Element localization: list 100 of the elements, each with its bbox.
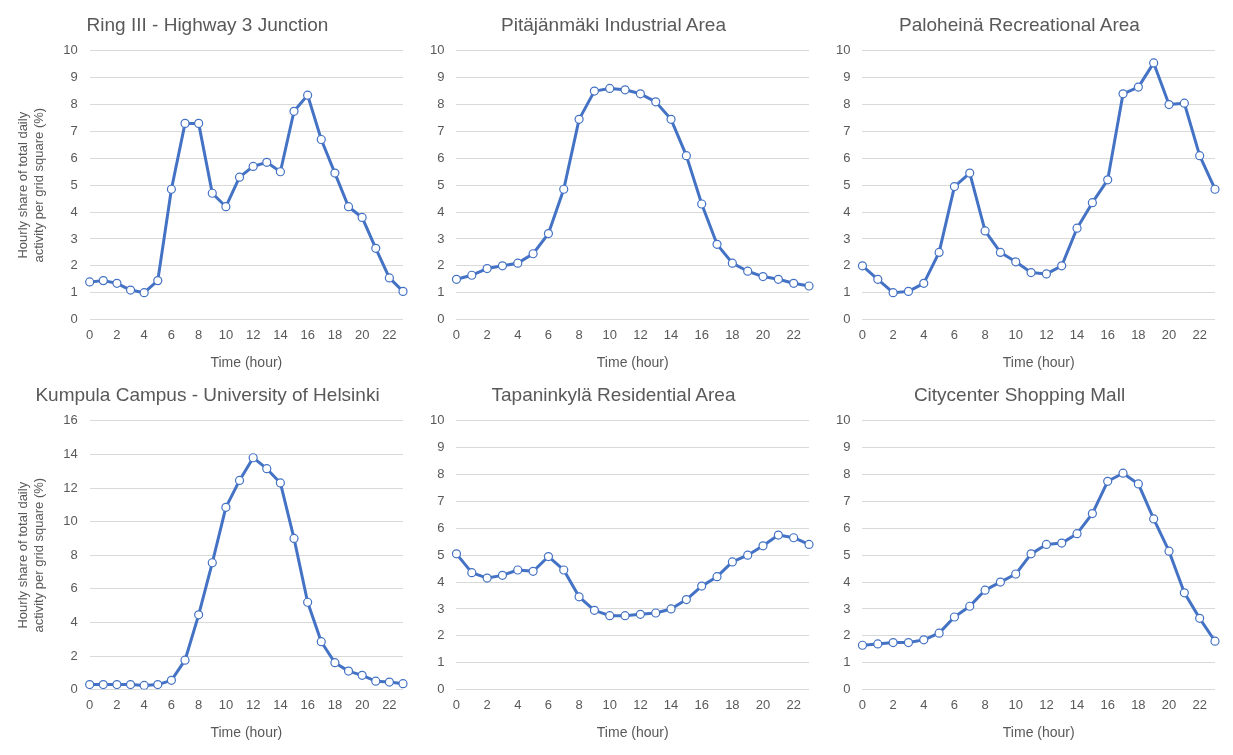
point: [995, 577, 1006, 587]
x-tick-label: 14: [663, 326, 679, 342]
y-tick-label: 4: [70, 203, 78, 219]
x-tick-label: 4: [514, 696, 522, 712]
x-tick-label: 10: [218, 696, 234, 712]
point: [980, 226, 990, 236]
chart-title: Citycenter Shopping Mall: [913, 383, 1126, 405]
point: [180, 655, 190, 665]
x-tick-label: 14: [273, 326, 288, 342]
x-tick-label: 6: [544, 696, 553, 712]
point: [166, 184, 176, 194]
point: [194, 118, 204, 128]
x-tick-label: 22: [382, 326, 397, 342]
point: [248, 161, 258, 171]
x-tick-label: 14: [273, 696, 288, 712]
point: [275, 167, 285, 177]
x-tick-label: 4: [140, 696, 148, 712]
x-tick-label: 10: [602, 696, 617, 712]
point: [112, 679, 122, 690]
x-tick-label: 2: [889, 326, 897, 342]
x-axis-title: Time (hour): [210, 354, 283, 371]
point: [903, 637, 914, 648]
point: [605, 611, 615, 621]
point: [712, 572, 722, 582]
y-tick-label: 4: [437, 203, 445, 219]
point: [303, 597, 313, 607]
point: [316, 637, 326, 647]
y-tick-label: 3: [843, 600, 851, 616]
x-tick-label: 18: [327, 326, 343, 342]
x-tick-label: 16: [694, 696, 709, 712]
point: [1149, 514, 1159, 524]
y-tick-label: 6: [843, 519, 851, 535]
point: [221, 502, 231, 512]
point: [1087, 508, 1097, 519]
x-tick-label: 16: [300, 326, 315, 342]
x-tick-label: 20: [354, 696, 370, 712]
x-tick-label: 18: [1131, 696, 1146, 712]
y-tick-label: 10: [835, 42, 851, 58]
point: [605, 83, 615, 94]
point: [303, 90, 313, 100]
x-tick-label: 8: [981, 696, 989, 712]
x-tick-label: 22: [382, 696, 397, 712]
point: [919, 278, 929, 288]
point: [1195, 613, 1205, 623]
point: [343, 202, 354, 212]
x-tick-label: 14: [1069, 326, 1085, 342]
point: [666, 604, 676, 614]
y-tick-label: 10: [429, 42, 445, 58]
point: [330, 168, 340, 178]
point: [513, 565, 523, 575]
x-tick-label: 16: [1100, 696, 1115, 712]
x-tick-label: 20: [755, 326, 771, 342]
y-tick-label: 9: [843, 439, 851, 455]
point: [482, 263, 492, 274]
point: [1118, 468, 1128, 478]
y-tick-label: 0: [437, 311, 445, 327]
point: [221, 202, 231, 212]
point: [543, 228, 554, 239]
y-tick-label: 9: [70, 69, 78, 85]
point: [857, 261, 868, 271]
point: [153, 679, 163, 690]
point: [919, 635, 929, 645]
point: [651, 608, 661, 618]
point: [681, 594, 691, 605]
point: [497, 570, 508, 580]
y-tick-label: 6: [437, 149, 445, 165]
point: [289, 533, 299, 543]
point: [727, 557, 737, 567]
y-tick-label: 3: [437, 230, 445, 246]
point: [234, 172, 245, 182]
point: [1118, 89, 1128, 99]
y-axis-title: Hourly share of total daily activity per grid square (%): [15, 477, 46, 633]
y-tick-label: 6: [843, 149, 851, 165]
x-tick-label: 2: [483, 326, 491, 342]
point: [949, 612, 960, 622]
point: [482, 573, 492, 583]
point: [559, 184, 569, 194]
y-tick-label: 2: [70, 257, 78, 273]
point: [139, 680, 149, 690]
y-tick-label: 1: [70, 284, 78, 300]
x-tick-label: 6: [167, 326, 176, 342]
y-tick-label: 9: [843, 69, 851, 85]
y-tick-label: 8: [843, 466, 851, 482]
point: [98, 276, 108, 286]
y-tick-label: 4: [843, 203, 851, 219]
y-tick-label: 7: [843, 123, 851, 139]
y-tick-label: 1: [437, 284, 445, 300]
x-tick-label: 4: [514, 326, 522, 342]
point: [1210, 636, 1220, 646]
y-tick-label: 5: [437, 176, 445, 192]
x-tick-label: 4: [140, 326, 148, 342]
y-tick-label: 7: [437, 123, 445, 139]
point: [1210, 184, 1220, 194]
point: [497, 261, 508, 271]
chart-title: Kumpula Campus - University of Helsinki: [35, 383, 380, 405]
point: [1149, 58, 1159, 68]
x-tick-label: 22: [786, 326, 801, 342]
point: [1133, 479, 1143, 489]
point: [451, 549, 462, 559]
point: [528, 566, 538, 576]
